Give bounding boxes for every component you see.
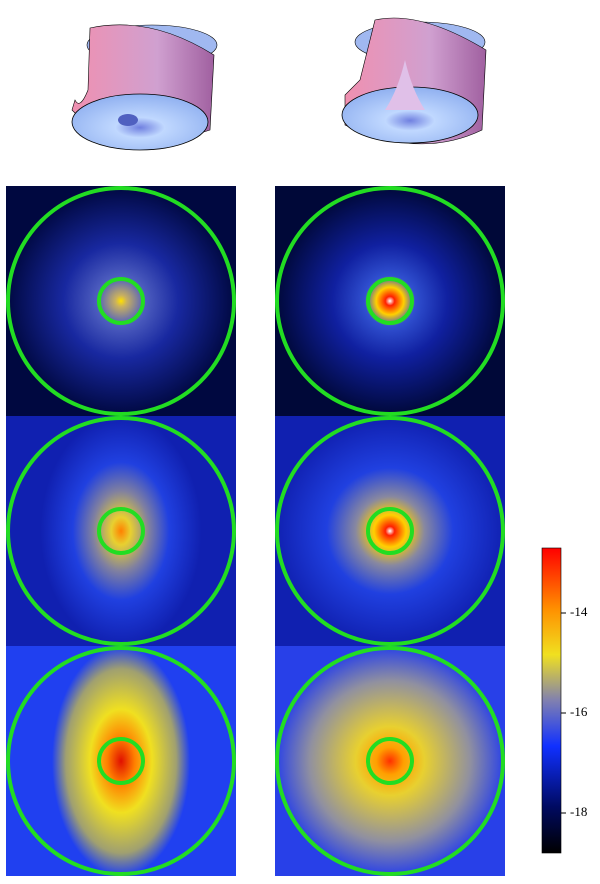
colorbar-tick-label: -16 xyxy=(570,704,588,719)
surface-plot-left xyxy=(71,24,218,151)
heatmap-panels xyxy=(6,186,505,876)
colorbar xyxy=(541,547,562,854)
colorbar-tick-label: -14 xyxy=(570,604,588,619)
colorbar-ticks: -14 -16 -18 xyxy=(561,604,588,819)
surface-plot-right xyxy=(341,17,487,145)
colorbar-tick-label: -18 xyxy=(570,804,587,819)
